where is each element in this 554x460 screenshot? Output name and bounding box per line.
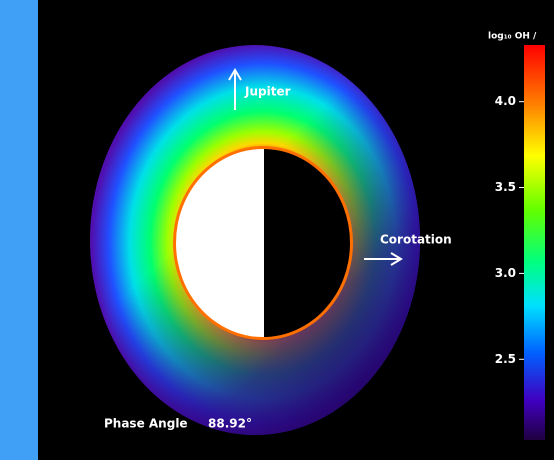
- colorbar: [524, 45, 545, 440]
- colorbar-title: log₁₀ OH /: [488, 32, 537, 42]
- colorbar-tick-label: 3.0: [495, 266, 516, 280]
- side-strip: [0, 0, 38, 460]
- jupiter-arrowhead: [228, 68, 242, 81]
- colorbar-tick-label: 2.5: [495, 352, 516, 366]
- corotation-arrowhead: [390, 252, 403, 266]
- colorbar-tick-label: 4.0: [495, 94, 516, 108]
- jupiter-label: Jupiter: [244, 85, 291, 99]
- corotation-label: Corotation: [380, 233, 452, 247]
- phase-angle-label: Phase Angle: [104, 417, 188, 431]
- colorbar-tick-label: 3.5: [495, 180, 516, 194]
- phase-angle-value: 88.92°: [208, 417, 252, 431]
